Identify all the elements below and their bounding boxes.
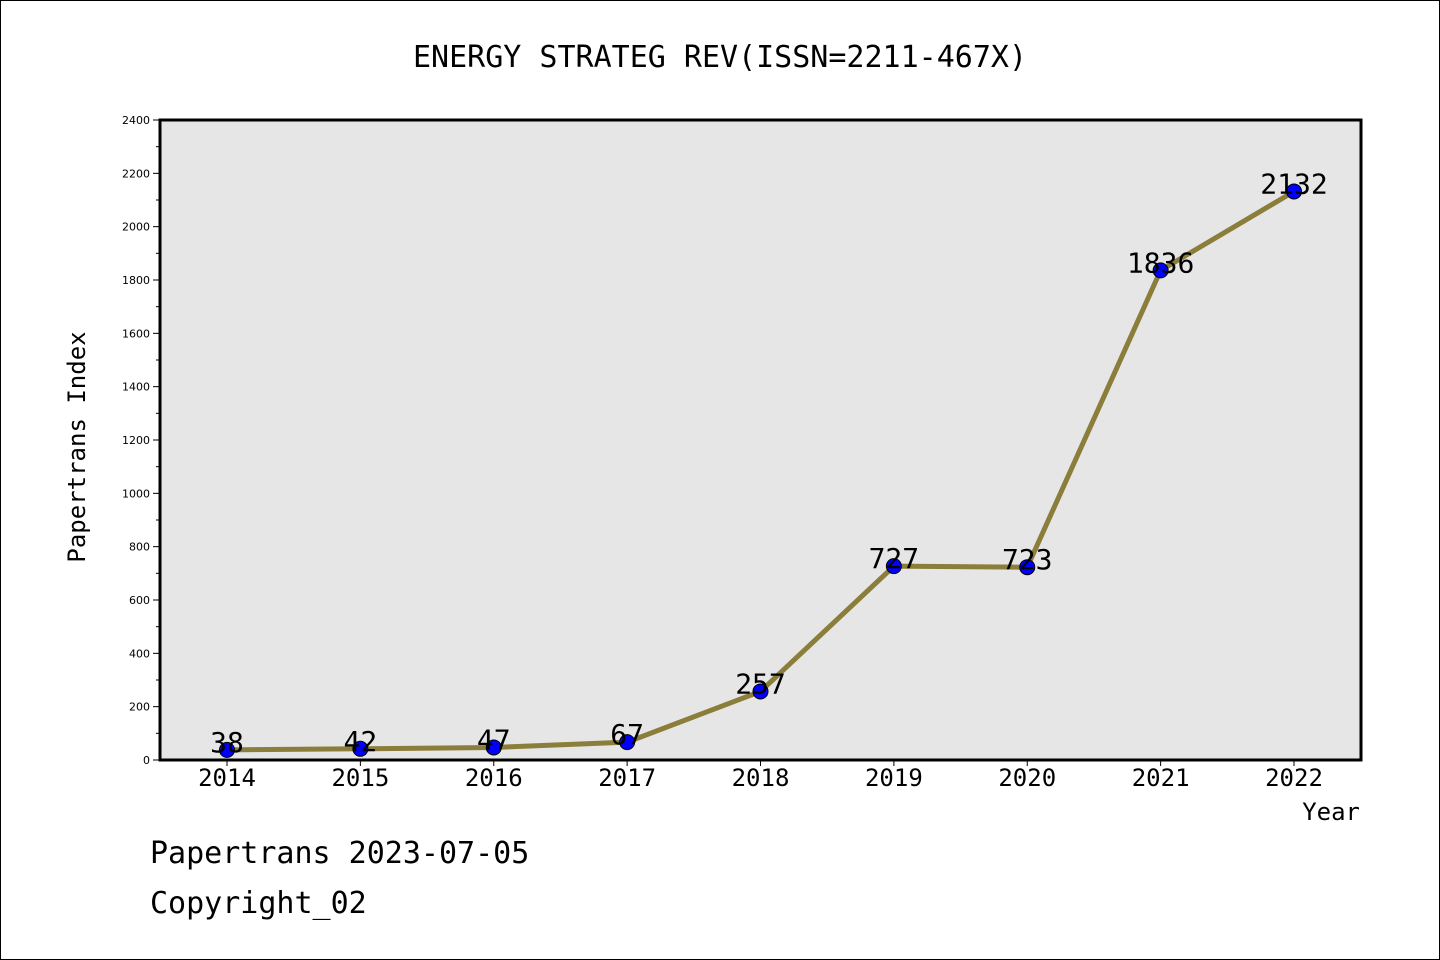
data-label: 38 xyxy=(210,726,244,759)
data-point xyxy=(1152,262,1169,279)
x-tick-label: 2019 xyxy=(865,764,923,792)
data-point xyxy=(752,683,769,700)
y-tick-label: 200 xyxy=(129,701,150,714)
data-label: 2132 xyxy=(1260,167,1327,200)
data-label: 257 xyxy=(735,667,786,700)
data-point xyxy=(885,558,902,575)
x-axis: 2014 2015 2016 2017 2018 2019 2020 2021 2022 xyxy=(198,760,1323,792)
x-tick-label: 2022 xyxy=(1265,764,1323,792)
x-tick-label: 2014 xyxy=(198,764,256,792)
x-tick-label: 2015 xyxy=(331,764,389,792)
x-tick-label: 2017 xyxy=(598,764,656,792)
data-point xyxy=(619,734,636,751)
data-point xyxy=(219,741,235,758)
y-tick-label: 1800 xyxy=(122,274,150,287)
y-tick-label: 2000 xyxy=(122,221,150,234)
y-tick-label: 800 xyxy=(129,541,150,554)
data-markers xyxy=(219,183,1302,758)
y-tick-label: 400 xyxy=(129,647,150,660)
y-tick-label: 1600 xyxy=(122,327,150,340)
footer-stamp: Papertrans 2023-07-05 xyxy=(150,836,530,871)
data-label: 42 xyxy=(344,725,378,758)
data-point xyxy=(485,739,502,756)
data-point xyxy=(352,740,369,757)
x-tick-label: 2020 xyxy=(998,764,1056,792)
x-tick-label: 2018 xyxy=(732,764,790,792)
y-tick-label: 0 xyxy=(143,754,150,767)
y-tick-label: 1200 xyxy=(122,434,150,447)
x-axis-label: Year xyxy=(1302,798,1360,826)
chart-title: ENERGY STRATEG REV(ISSN=2211-467X) xyxy=(413,40,1027,75)
data-point xyxy=(1019,559,1036,576)
data-label: 727 xyxy=(869,542,920,575)
x-tick-label: 2016 xyxy=(465,764,523,792)
data-label: 1836 xyxy=(1127,246,1194,279)
data-point xyxy=(1286,183,1302,200)
y-axis: 0 200 400 600 800 1000 1200 1400 1600 1800 2000 220… xyxy=(122,114,160,767)
footer-copyright: Copyright_02 xyxy=(150,886,367,921)
plot-area xyxy=(158,118,1363,762)
y-tick-label: 1000 xyxy=(122,487,150,500)
y-tick-label: 1400 xyxy=(122,381,150,394)
data-label: 47 xyxy=(477,723,511,756)
y-tick-label: 2400 xyxy=(122,114,150,127)
y-tick-label: 600 xyxy=(129,594,150,607)
y-tick-label: 2200 xyxy=(122,167,150,180)
data-label: 67 xyxy=(610,718,644,751)
x-tick-label: 2021 xyxy=(1132,764,1190,792)
data-label: 723 xyxy=(1002,543,1053,576)
data-labels: 38 42 47 67 257 727 723 1836 2132 xyxy=(210,167,1328,758)
y-axis-label: Papertrans Index xyxy=(63,331,91,562)
